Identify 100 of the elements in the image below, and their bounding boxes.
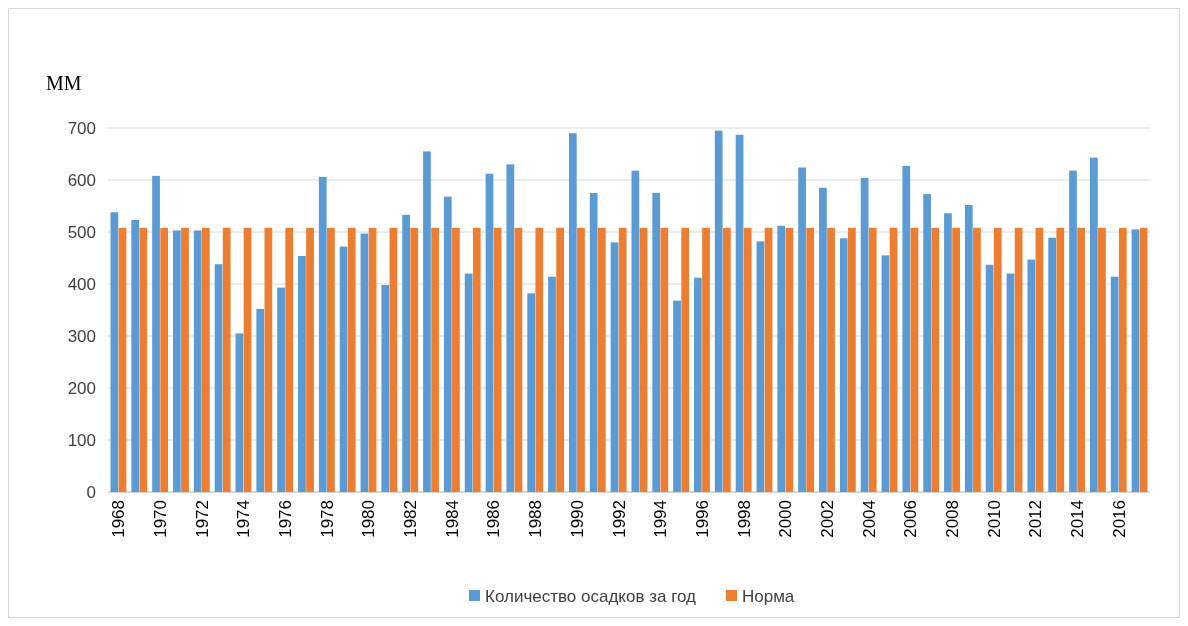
bar: [222, 227, 231, 492]
bar: [160, 227, 169, 492]
bar: [256, 308, 265, 492]
bar: [464, 273, 473, 492]
bar: [235, 333, 244, 492]
y-tick-label: 600: [67, 170, 96, 190]
bar: [452, 227, 460, 492]
bar: [722, 227, 731, 492]
bar: [618, 227, 627, 492]
bar: [931, 227, 940, 492]
bar: [660, 227, 669, 492]
bar: [868, 227, 877, 492]
bar: [902, 165, 911, 492]
bar: [381, 285, 390, 492]
y-axis-title: ММ: [46, 72, 82, 94]
bar: [1118, 227, 1127, 492]
bar: [714, 130, 723, 492]
y-tick-label: 0: [86, 482, 96, 502]
x-tick-label: 1998: [734, 500, 754, 538]
bar: [631, 170, 640, 492]
x-tick-label: 1988: [526, 500, 546, 538]
bar: [402, 214, 410, 492]
bar: [798, 167, 806, 492]
bar: [131, 220, 140, 492]
bar: [1069, 170, 1077, 492]
bar: [339, 246, 348, 492]
bar: [848, 227, 856, 492]
x-tick-label: 2004: [859, 500, 879, 538]
bar: [944, 213, 952, 492]
x-tick-label: 2006: [901, 500, 921, 538]
bar: [327, 227, 335, 492]
x-tick-label: 1992: [609, 500, 629, 538]
bar: [568, 133, 577, 492]
bar: [597, 227, 606, 492]
y-tick-label: 700: [67, 118, 96, 138]
x-tick-label: 2012: [1026, 500, 1046, 538]
y-tick-label: 200: [67, 378, 96, 398]
bar: [431, 227, 439, 492]
bar: [1014, 227, 1023, 492]
bar: [423, 151, 431, 492]
bar: [756, 241, 765, 492]
bar: [548, 276, 556, 492]
bar: [368, 227, 377, 492]
bar: [589, 193, 598, 492]
y-tick-label: 400: [67, 274, 96, 294]
bar: [577, 227, 585, 492]
bar: [1056, 227, 1065, 492]
bar: [118, 227, 127, 492]
x-tick-label: 1976: [276, 500, 296, 538]
bar: [610, 242, 619, 492]
bar: [1098, 227, 1106, 492]
bar: [839, 238, 848, 492]
bar: [827, 227, 835, 492]
y-tick-label: 300: [67, 326, 96, 346]
x-tick-label: 1968: [109, 500, 129, 538]
bar: [964, 204, 973, 492]
bar: [785, 227, 794, 492]
bar: [952, 227, 960, 492]
bar: [1006, 273, 1015, 492]
bar: [285, 227, 294, 492]
bar: [1089, 157, 1098, 492]
bar: [985, 264, 994, 492]
bar: [201, 227, 210, 492]
x-tick-label: 1994: [651, 500, 671, 538]
x-tick-label: 1986: [484, 500, 504, 538]
bar: [472, 227, 481, 492]
bar: [527, 293, 536, 492]
bar: [443, 196, 452, 492]
bar: [298, 255, 306, 492]
bar: [152, 175, 160, 492]
x-tick-label: 1970: [151, 500, 171, 538]
x-tick-label: 2010: [984, 500, 1004, 538]
x-tick-label: 1990: [567, 500, 587, 538]
bar: [214, 264, 223, 492]
bar: [139, 227, 148, 492]
x-tick-label: 2000: [776, 500, 796, 538]
y-tick-label: 500: [67, 222, 96, 242]
x-tick-label: 1984: [442, 500, 462, 538]
legend-label: Количество осадков за год: [485, 586, 697, 606]
bar: [1131, 229, 1140, 492]
bar: [702, 227, 710, 492]
bar: [889, 227, 898, 492]
bar: [347, 227, 356, 492]
bar: [389, 227, 398, 492]
x-tick-label: 2016: [1109, 500, 1129, 538]
bar: [264, 227, 273, 492]
bar: [764, 227, 773, 492]
x-tick-label: 1972: [192, 500, 212, 538]
bar: [360, 233, 369, 492]
bar: [1077, 227, 1085, 492]
bar: [1110, 276, 1119, 492]
x-tick-label: 2014: [1068, 500, 1088, 538]
bar: [743, 227, 752, 492]
bar: [681, 227, 690, 492]
bar: [1048, 237, 1057, 492]
bar: [694, 277, 702, 492]
bar: [173, 230, 181, 492]
bar: [493, 227, 502, 492]
bar: [777, 225, 786, 492]
bar: [556, 227, 564, 492]
